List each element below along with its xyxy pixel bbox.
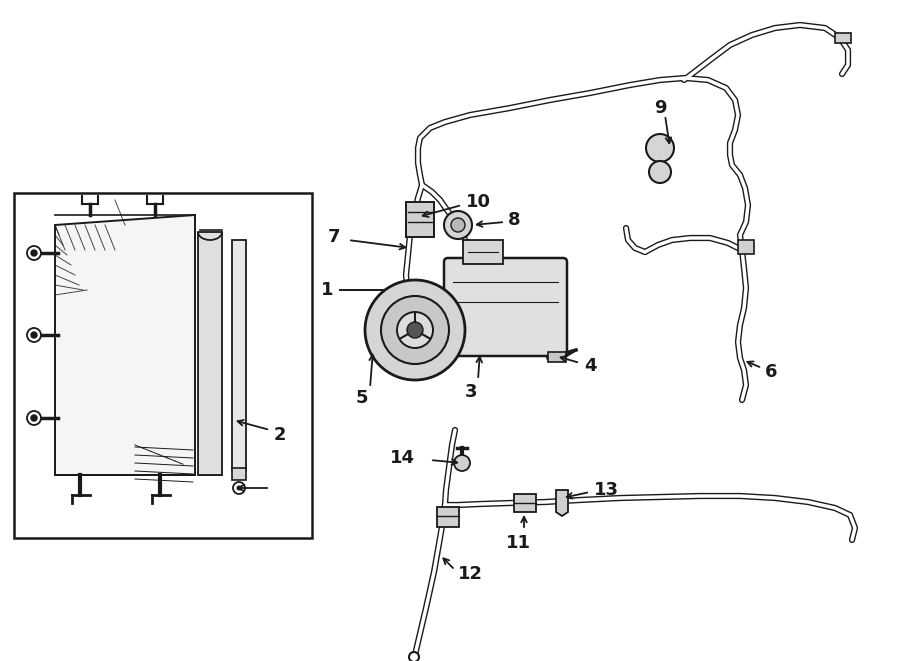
Bar bbox=[232, 240, 246, 470]
Circle shape bbox=[365, 280, 465, 380]
Text: 13: 13 bbox=[594, 481, 619, 499]
Circle shape bbox=[233, 482, 245, 494]
Text: 12: 12 bbox=[458, 565, 483, 583]
Circle shape bbox=[649, 161, 671, 183]
Circle shape bbox=[451, 218, 465, 232]
Circle shape bbox=[31, 332, 37, 338]
Circle shape bbox=[31, 250, 37, 256]
Text: 6: 6 bbox=[765, 363, 778, 381]
Polygon shape bbox=[556, 490, 568, 516]
Bar bbox=[738, 240, 754, 254]
Circle shape bbox=[381, 296, 449, 364]
Circle shape bbox=[409, 652, 419, 661]
Text: 9: 9 bbox=[653, 99, 666, 117]
Polygon shape bbox=[55, 215, 195, 475]
Circle shape bbox=[444, 211, 472, 239]
Text: 1: 1 bbox=[320, 281, 333, 299]
Circle shape bbox=[454, 455, 470, 471]
Text: 11: 11 bbox=[506, 534, 530, 552]
Bar bbox=[232, 468, 246, 480]
Bar bbox=[514, 494, 536, 512]
Bar bbox=[198, 232, 222, 475]
Bar bbox=[14, 193, 312, 538]
Circle shape bbox=[27, 246, 41, 260]
Text: 7: 7 bbox=[328, 228, 340, 246]
Text: 10: 10 bbox=[466, 193, 491, 211]
Circle shape bbox=[646, 134, 674, 162]
Circle shape bbox=[407, 322, 423, 338]
Circle shape bbox=[237, 485, 241, 490]
Text: 2: 2 bbox=[274, 426, 286, 444]
Circle shape bbox=[27, 411, 41, 425]
Text: 5: 5 bbox=[356, 389, 368, 407]
Circle shape bbox=[397, 312, 433, 348]
Circle shape bbox=[27, 328, 41, 342]
Text: 4: 4 bbox=[584, 357, 597, 375]
Bar bbox=[463, 240, 503, 264]
Bar bbox=[548, 352, 566, 362]
Text: 8: 8 bbox=[508, 211, 520, 229]
Circle shape bbox=[31, 415, 37, 421]
Bar bbox=[835, 33, 851, 43]
Text: 3: 3 bbox=[464, 383, 477, 401]
Bar bbox=[406, 202, 434, 237]
FancyBboxPatch shape bbox=[444, 258, 567, 356]
Text: 14: 14 bbox=[390, 449, 415, 467]
Bar bbox=[437, 507, 459, 527]
